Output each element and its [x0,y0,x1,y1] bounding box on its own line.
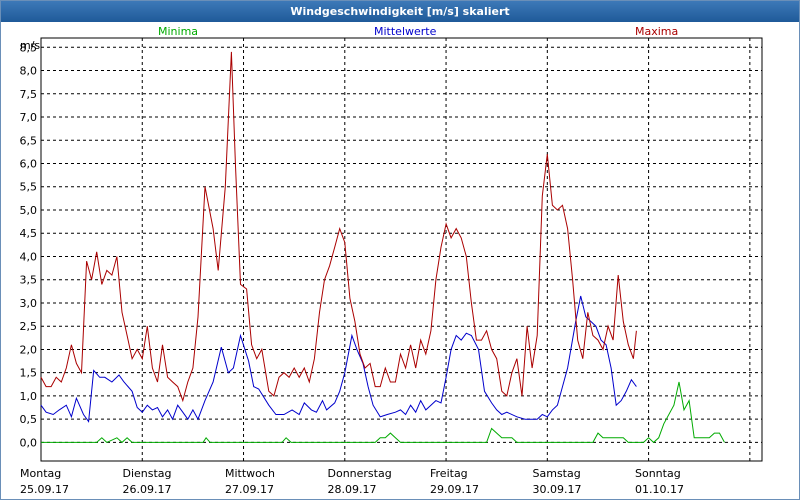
x-tick-day: Montag [20,467,61,480]
y-tick-label: 0,0 [20,436,38,449]
x-tick-date: 29.09.17 [430,483,479,496]
y-axis-label: m/s [20,39,40,52]
y-tick-label: 4,0 [20,250,38,263]
grid [41,38,762,461]
series-group [40,51,725,444]
y-tick-label: 5,5 [20,181,38,194]
y-tick-label: 6,5 [20,134,38,147]
y-tick-label: 2,0 [20,343,38,356]
y-tick-label: 2,5 [20,320,38,333]
legend-mittelwerte: Mittelwerte [374,25,437,38]
y-tick-label: 8,5 [20,41,38,54]
plot-area [40,37,763,462]
x-axis-ticks: Montag 25.09.17 Dienstag 26.09.17 Mittwoch 27… [20,467,684,496]
x-tick-date: 28.09.17 [328,483,377,496]
y-tick-label: 5,0 [20,204,38,217]
x-tick-date: 30.09.17 [533,483,582,496]
x-tick-date: 26.09.17 [123,483,172,496]
x-tick-day: Mittwoch [225,467,275,480]
y-tick-label: 1,0 [20,390,38,403]
series-line-minima [41,381,725,444]
chart-title: Windgeschwindigkeit [m/s] skaliert [1,1,799,22]
x-tick-day: Sonntag [635,467,681,480]
y-tick-label: 3,0 [20,297,38,310]
x-tick-date: 25.09.17 [20,483,69,496]
y-tick-label: 4,5 [20,227,38,240]
x-tick-day: Samstag [533,467,581,480]
legend-minima: Minima [158,25,198,38]
x-tick-date: 01.10.17 [635,483,684,496]
legend-maxima: Maxima [635,25,678,38]
x-tick-date: 27.09.17 [225,483,274,496]
series-line-mittelwerte [40,295,637,423]
y-tick-label: 7,0 [20,111,38,124]
y-tick-label: 1,5 [20,367,38,380]
x-tick-day: Freitag [430,467,468,480]
y-tick-label: 8,0 [20,65,38,78]
y-axis-ticks: 0,0 0,5 1,0 1,5 2,0 2,5 3,0 3,5 4,0 4,5 5,0 5,5 6,0 6… [20,41,38,449]
x-tick-day: Dienstag [123,467,172,480]
legend: Minima Mittelwerte Maxima [158,25,678,38]
y-tick-label: 6,0 [20,158,38,171]
y-tick-label: 7,5 [20,88,38,101]
y-tick-label: 0,5 [20,413,38,426]
x-tick-day: Donnerstag [328,467,392,480]
y-tick-label: 3,5 [20,274,38,287]
series-line-maxima [40,51,637,403]
